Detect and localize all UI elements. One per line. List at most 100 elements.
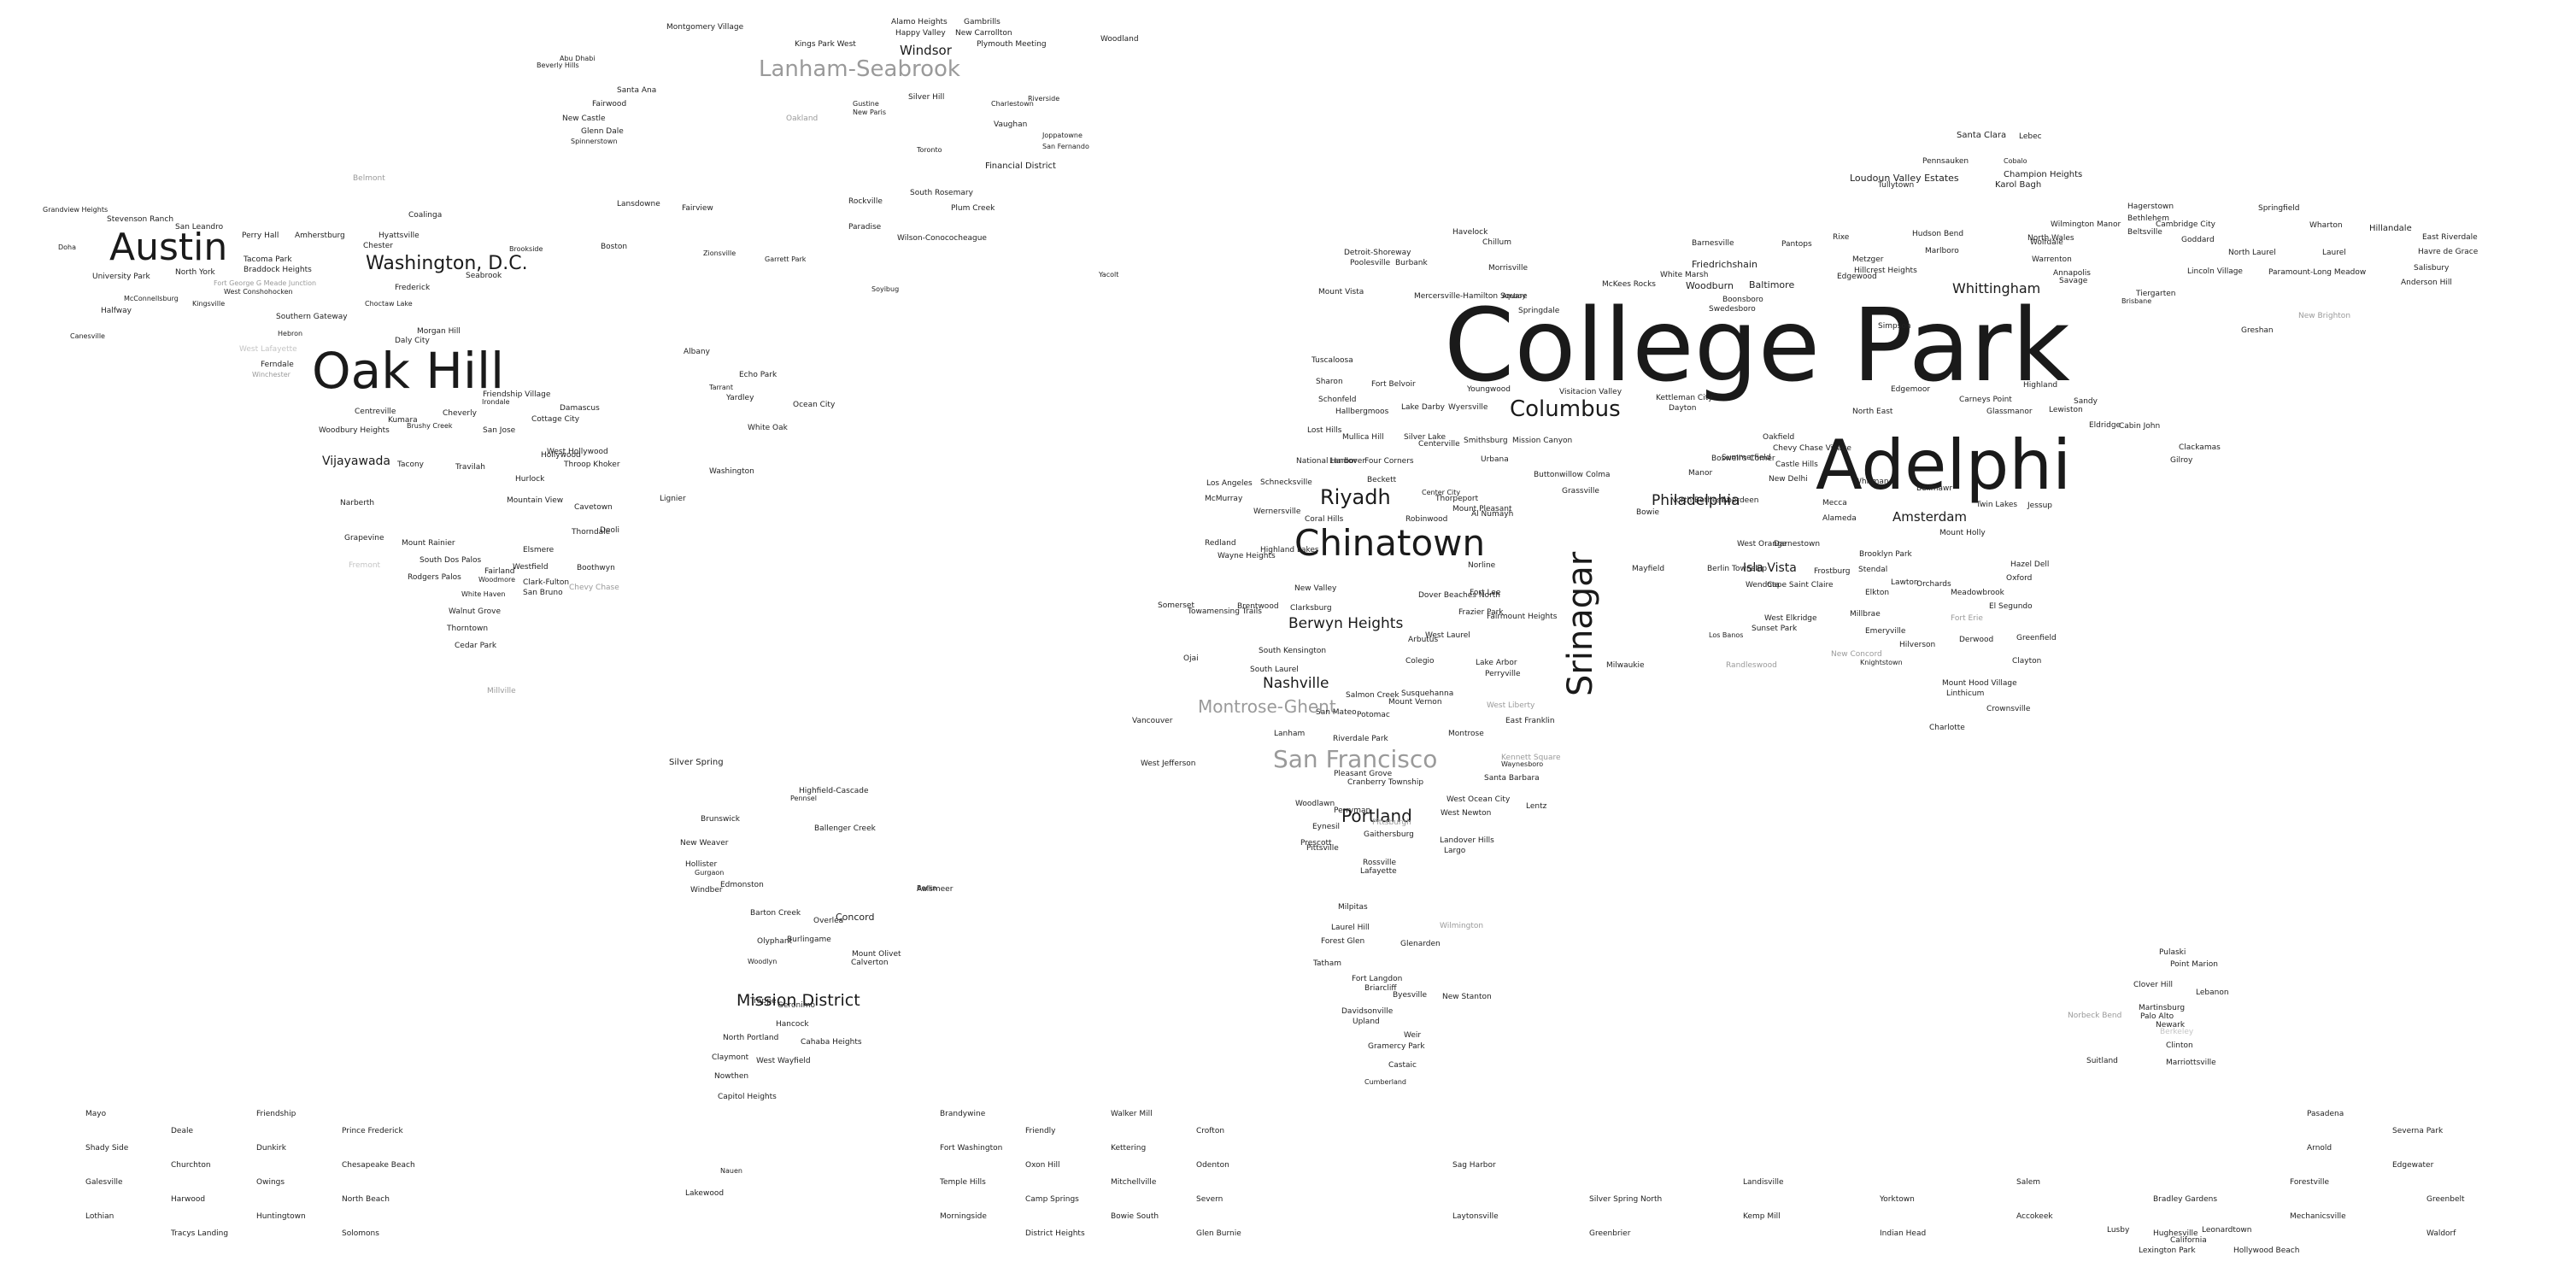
cloud-word: Hurlock	[515, 475, 545, 484]
cloud-word: Woodlawn	[1295, 800, 1335, 808]
cloud-word: Glassmanor	[1986, 408, 2033, 416]
cloud-word: Coalinga	[408, 211, 443, 220]
cloud-word: White Haven	[461, 590, 506, 598]
cloud-word: Beckett	[1367, 476, 1397, 484]
cloud-word: Randleswood	[1726, 661, 1777, 670]
cloud-word: Tracys Landing	[171, 1229, 229, 1238]
cloud-word: Albany	[684, 348, 710, 356]
cloud-word: Cavetown	[574, 503, 613, 512]
cloud-word: Ojai	[1183, 654, 1199, 663]
cloud-word: Whitman	[1854, 478, 1889, 486]
cloud-word: Lafayette	[1360, 867, 1397, 876]
cloud-word: Washington, D.C.	[366, 253, 528, 274]
cloud-word: Tatham	[1313, 959, 1342, 968]
cloud-word: South Dos Palos	[420, 556, 482, 565]
cloud-word: Braddock Heights	[244, 266, 312, 274]
cloud-word: Mission District	[736, 991, 860, 1010]
cloud-word: Clover Hill	[2133, 981, 2173, 989]
cloud-word: Leonardtown	[2202, 1226, 2252, 1235]
cloud-word: Ocean City	[793, 401, 836, 409]
cloud-word: Lebec	[2019, 132, 2042, 141]
cloud-word: Silver Spring	[669, 758, 724, 767]
cloud-word: Cedar Park	[455, 642, 497, 650]
cloud-word: Castle Hills	[1775, 460, 1818, 469]
cloud-word: West Liberty	[1487, 701, 1535, 710]
cloud-word: Darnestown	[1774, 540, 1821, 548]
cloud-word: Philadelphia	[1652, 492, 1740, 509]
cloud-word: Calverton	[851, 959, 889, 967]
cloud-word: Mitchellville	[1111, 1178, 1157, 1187]
cloud-word: Damascus	[560, 404, 600, 413]
cloud-word: Perryman	[1334, 807, 1371, 815]
cloud-word: Fairland	[484, 567, 515, 576]
cloud-word: Lanham-Seabrook	[759, 56, 960, 82]
cloud-word: Berlin Township	[1707, 565, 1768, 573]
cloud-word: Woodlyn	[748, 958, 777, 965]
cloud-word: Mission Canyon	[1512, 437, 1573, 445]
cloud-word: Thorndale	[572, 528, 611, 537]
cloud-word: Wernersville	[1253, 507, 1301, 516]
cloud-word: Echo Park	[739, 371, 777, 379]
cloud-word: New Valley	[1294, 584, 1337, 593]
cloud-word: Zionsville	[703, 249, 736, 257]
cloud-word: Owings	[256, 1178, 285, 1187]
cloud-word: Salisbury	[2414, 264, 2450, 273]
cloud-word: West Wayfield	[756, 1057, 811, 1065]
cloud-word: North Beach	[342, 1195, 390, 1204]
cloud-word: Columbus	[1510, 396, 1621, 422]
cloud-word: Accokeek	[2016, 1212, 2053, 1221]
cloud-word: Norline	[1468, 561, 1496, 570]
cloud-word: Harwood	[171, 1195, 206, 1204]
cloud-word: Halfway	[101, 307, 132, 315]
cloud-word: Colegio	[1405, 657, 1435, 666]
cloud-word: San Mateo	[1316, 708, 1357, 717]
cloud-word: Lincoln Village	[2187, 267, 2243, 276]
cloud-word: Mount Vista	[1318, 288, 1364, 296]
cloud-word: Frazier Park	[1458, 608, 1504, 617]
cloud-word: Fairmount Heights	[1487, 613, 1558, 621]
cloud-word: Center City	[1422, 489, 1461, 496]
cloud-word: Fort Washington	[940, 1144, 1003, 1153]
cloud-word: East Franklin	[1505, 717, 1555, 725]
cloud-word: Shady Side	[85, 1144, 129, 1153]
cloud-word: Kings Park West	[795, 40, 856, 49]
cloud-word: Toronto	[917, 146, 942, 154]
cloud-word: Pleasant Grove	[1334, 770, 1393, 778]
cloud-word: Springdale	[1518, 307, 1560, 315]
cloud-word: Glenn Dale	[581, 127, 624, 136]
cloud-word: Visitacion Valley	[1559, 388, 1622, 396]
cloud-word: Nashville	[1263, 675, 1329, 692]
cloud-word: Oxon Hill	[1025, 1161, 1060, 1170]
cloud-word: Oxford	[2006, 574, 2033, 583]
cloud-word: Hazel Dell	[2010, 560, 2050, 569]
cloud-word: Grapevine	[344, 534, 384, 543]
cloud-word: Al Numayh	[1471, 510, 1514, 519]
cloud-word: Boonsboro	[1722, 296, 1763, 304]
cloud-word: Paradise	[848, 223, 882, 232]
cloud-word: Stevenson Ranch	[107, 215, 174, 224]
cloud-word: Tacony	[397, 460, 425, 469]
cloud-word: Deale	[171, 1127, 194, 1135]
cloud-word: Fairview	[682, 204, 713, 213]
cloud-word: Oakfield	[1763, 433, 1795, 442]
cloud-word: Clark-Fulton	[523, 578, 570, 587]
cloud-word: Rixe	[1833, 233, 1850, 242]
cloud-word: Landisville	[1743, 1178, 1784, 1187]
cloud-word: Hallbergmoos	[1335, 408, 1389, 416]
cloud-word: Bradley Gardens	[2153, 1195, 2218, 1204]
cloud-word: Woodburn	[1686, 280, 1734, 291]
cloud-word: District Heights	[1025, 1229, 1085, 1238]
cloud-word: Chevy Chase Village	[1773, 444, 1851, 453]
cloud-word: Poolesville	[1350, 259, 1391, 267]
cloud-word: Mount Rainier	[402, 539, 455, 548]
cloud-word: Ferndale	[261, 361, 294, 369]
cloud-word: Landover Hills	[1440, 836, 1494, 845]
cloud-word: West Lafayette	[239, 345, 297, 354]
cloud-word: Isla Vista	[1743, 561, 1797, 575]
cloud-word: Buttonwillow	[1534, 471, 1583, 479]
cloud-word: Towamensing Trails	[1188, 607, 1262, 616]
cloud-word: Suitland	[2086, 1057, 2118, 1065]
cloud-word: Huntingtown	[256, 1212, 306, 1221]
cloud-word: Chinatown	[1294, 522, 1486, 564]
cloud-word: Perry Hall	[242, 232, 279, 240]
